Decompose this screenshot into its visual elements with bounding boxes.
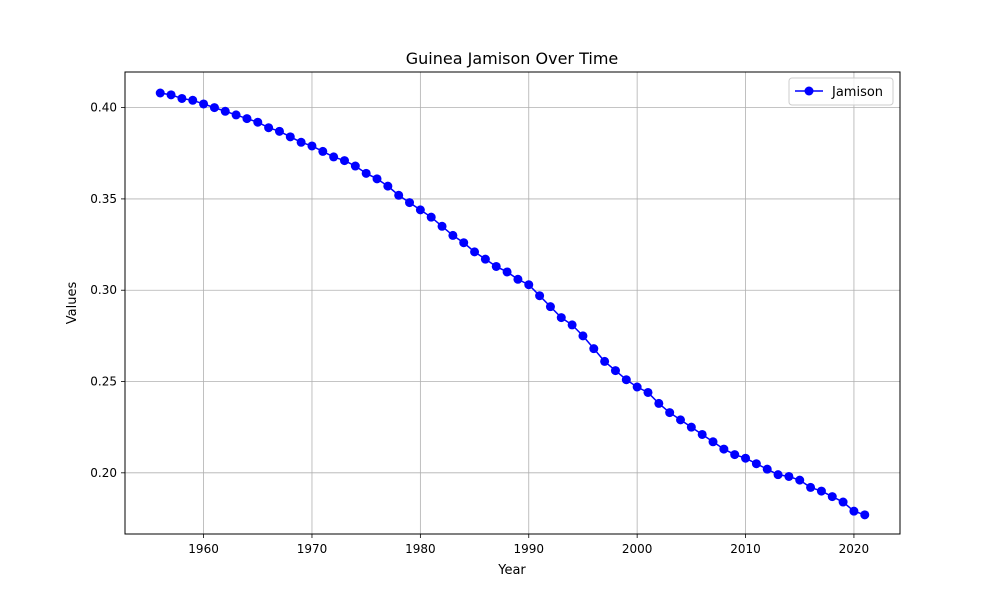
data-point bbox=[209, 103, 219, 113]
data-point bbox=[339, 156, 349, 166]
data-point bbox=[372, 174, 382, 184]
data-point bbox=[632, 382, 642, 392]
data-point bbox=[719, 444, 729, 454]
data-point bbox=[849, 506, 859, 516]
x-tick-label: 1960 bbox=[188, 542, 219, 556]
data-point bbox=[741, 453, 751, 463]
x-tick-label: 2020 bbox=[839, 542, 870, 556]
data-point bbox=[589, 344, 599, 354]
data-point bbox=[491, 261, 501, 271]
data-point bbox=[274, 126, 284, 136]
x-tick-label: 2000 bbox=[622, 542, 653, 556]
data-point bbox=[535, 291, 545, 301]
data-point bbox=[860, 510, 870, 520]
data-point bbox=[827, 492, 837, 502]
data-point bbox=[361, 168, 371, 178]
x-tick-label: 1970 bbox=[297, 542, 328, 556]
data-point bbox=[556, 313, 566, 323]
data-point bbox=[253, 117, 263, 127]
series-layer bbox=[155, 88, 870, 520]
data-point bbox=[708, 437, 718, 447]
data-point bbox=[697, 429, 707, 439]
data-point bbox=[513, 274, 523, 284]
axis-ticks: 1960 1970 1980 1990 2000 2010 2020 0.20 0.25 0.30… bbox=[90, 101, 869, 556]
data-point bbox=[610, 366, 620, 376]
data-point bbox=[220, 106, 230, 116]
data-point bbox=[188, 95, 198, 105]
data-point bbox=[524, 280, 534, 290]
data-point bbox=[816, 486, 826, 496]
y-tick-label: 0.30 bbox=[90, 283, 117, 297]
data-point bbox=[784, 471, 794, 481]
data-point bbox=[350, 161, 360, 171]
data-point bbox=[242, 114, 252, 124]
y-tick-label: 0.40 bbox=[90, 101, 117, 115]
x-tick-label: 1990 bbox=[513, 542, 544, 556]
data-point bbox=[329, 152, 339, 162]
chart-title: Guinea Jamison Over Time bbox=[406, 49, 619, 68]
data-point bbox=[155, 88, 165, 98]
data-point bbox=[199, 99, 209, 109]
data-point bbox=[296, 137, 306, 147]
data-point bbox=[394, 190, 404, 200]
data-point bbox=[795, 475, 805, 485]
y-tick-label: 0.25 bbox=[90, 375, 117, 389]
data-point bbox=[545, 302, 555, 312]
y-tick-label: 0.35 bbox=[90, 192, 117, 206]
data-point bbox=[686, 422, 696, 432]
data-point bbox=[177, 93, 187, 103]
data-point bbox=[567, 320, 577, 330]
data-point bbox=[578, 331, 588, 341]
data-point bbox=[621, 375, 631, 385]
data-point bbox=[285, 132, 295, 142]
data-point bbox=[383, 181, 393, 191]
data-point bbox=[502, 267, 512, 277]
data-point bbox=[654, 398, 664, 408]
x-tick-label: 1980 bbox=[405, 542, 436, 556]
grid-lines bbox=[125, 72, 900, 534]
data-point bbox=[448, 230, 458, 240]
data-point bbox=[600, 356, 610, 366]
data-point bbox=[838, 497, 848, 507]
data-point bbox=[437, 221, 447, 231]
data-point bbox=[665, 408, 675, 418]
legend: Jamison bbox=[788, 77, 894, 106]
data-point bbox=[643, 387, 653, 397]
data-point bbox=[773, 470, 783, 480]
data-point bbox=[806, 482, 816, 492]
data-point bbox=[751, 459, 761, 469]
data-point bbox=[318, 146, 328, 156]
data-point bbox=[166, 90, 176, 100]
data-point bbox=[676, 415, 686, 425]
legend-box bbox=[788, 77, 894, 106]
y-axis-label: Values bbox=[65, 282, 80, 325]
data-point bbox=[459, 238, 469, 248]
data-point bbox=[426, 212, 436, 222]
data-point bbox=[264, 123, 274, 133]
legend-label-jamison: Jamison bbox=[831, 85, 883, 100]
data-point bbox=[730, 450, 740, 460]
y-tick-label: 0.20 bbox=[90, 466, 117, 480]
data-point bbox=[762, 464, 772, 474]
data-point bbox=[470, 247, 480, 257]
data-point bbox=[415, 205, 425, 215]
x-axis-label: Year bbox=[497, 563, 526, 578]
data-point bbox=[405, 198, 415, 208]
legend-marker-swatch bbox=[804, 86, 814, 96]
x-tick-label: 2010 bbox=[730, 542, 761, 556]
data-point bbox=[307, 141, 317, 151]
data-point bbox=[480, 254, 490, 264]
plot-frame bbox=[124, 71, 901, 535]
data-point bbox=[231, 110, 241, 120]
